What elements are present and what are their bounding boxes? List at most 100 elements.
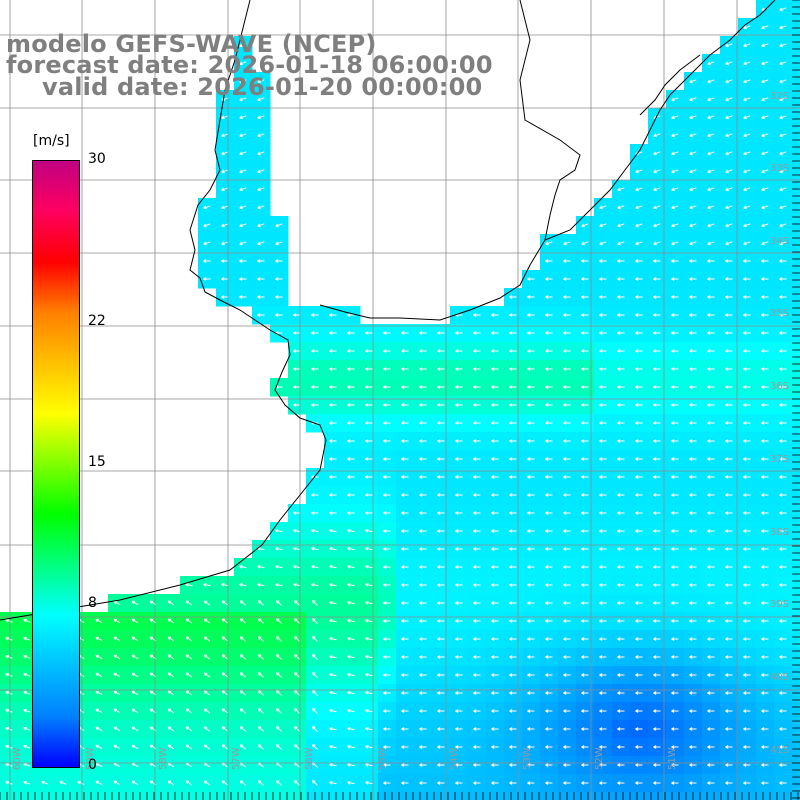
wind-arrow (131, 726, 139, 732)
wind-arrow (689, 205, 697, 210)
wind-arrow (383, 583, 391, 587)
wind-arrow (59, 780, 67, 785)
wind-arrow (581, 691, 589, 695)
wind-arrow (167, 654, 175, 660)
wind-arrow (527, 511, 535, 515)
wind-arrow (725, 529, 733, 533)
wind-arrow (581, 403, 589, 407)
wind-arrow (491, 529, 499, 533)
wind-arrow (689, 781, 697, 785)
wind-arrow (527, 565, 535, 569)
wind-arrow (491, 745, 499, 749)
wind-arrow (419, 691, 427, 695)
wind-arrow (761, 97, 769, 102)
wind-arrow (743, 223, 751, 228)
wind-arrow (437, 349, 445, 353)
wind-arrow (473, 367, 481, 371)
colorbar-tick-0: 0 (88, 757, 97, 773)
wind-arrow (707, 97, 715, 102)
wind-arrow (329, 528, 337, 533)
wind-arrow (257, 205, 265, 210)
wind-arrow (257, 79, 265, 84)
wind-arrow (383, 565, 391, 569)
lat-label-34S: 34S (770, 236, 790, 247)
wind-arrow (653, 151, 661, 156)
wind-arrow (239, 115, 247, 120)
wind-arrow (275, 528, 283, 533)
field-cell (540, 792, 559, 800)
wind-arrow (761, 277, 769, 281)
field-cell (792, 504, 800, 523)
wind-arrow (131, 708, 139, 714)
wind-arrow (221, 277, 229, 281)
wind-arrow (437, 763, 445, 767)
wind-arrow (347, 457, 355, 461)
wind-arrow (779, 169, 787, 174)
wind-arrow (617, 691, 625, 695)
wind-arrow (509, 637, 517, 641)
wind-arrow (365, 708, 373, 713)
wind-arrow (725, 745, 733, 749)
field-cell (342, 792, 361, 800)
wind-arrow (545, 727, 553, 731)
wind-arrow (617, 565, 625, 569)
wind-arrow (473, 655, 481, 659)
wind-arrow (761, 25, 769, 30)
wind-arrow (383, 547, 391, 551)
wind-arrow (95, 654, 103, 660)
wind-arrow (617, 781, 625, 785)
wind-arrow (761, 61, 769, 66)
wind-arrow (312, 780, 318, 786)
wind-arrow (689, 727, 697, 731)
wind-arrow (671, 367, 679, 371)
wind-arrow (761, 169, 769, 174)
wind-arrow (203, 744, 211, 750)
wind-arrow (347, 672, 355, 677)
wind-arrow (617, 619, 625, 623)
wind-arrow (221, 187, 229, 192)
wind-arrow (617, 727, 625, 731)
wind-arrow (401, 673, 409, 677)
wind-arrow (689, 637, 697, 641)
wind-arrow (707, 709, 715, 713)
wind-arrow (671, 151, 679, 156)
field-cell (594, 792, 613, 800)
field-cell (396, 792, 415, 800)
wind-arrow (185, 654, 193, 660)
field-cell (792, 486, 800, 505)
wind-arrow (365, 349, 373, 353)
field-cell (792, 360, 800, 379)
wind-arrow (23, 726, 31, 731)
wind-arrow (275, 672, 282, 678)
wind-arrow (329, 546, 337, 551)
wind-arrow (293, 636, 300, 642)
wind-arrow (509, 691, 517, 695)
wind-arrow (347, 511, 355, 515)
wind-arrow (635, 385, 643, 389)
wind-arrow (761, 655, 769, 659)
wind-arrow (347, 708, 355, 713)
wind-arrow (707, 601, 715, 605)
wind-arrow (617, 583, 625, 587)
wind-arrow (725, 511, 733, 515)
wind-arrow (581, 727, 589, 731)
wind-arrow (779, 367, 787, 371)
field-cell (0, 792, 19, 800)
wind-arrow (131, 600, 139, 606)
wind-arrow (257, 133, 265, 138)
wind-arrow (617, 601, 625, 605)
wind-arrow (653, 187, 661, 192)
wind-arrow (221, 636, 229, 642)
field-cell (792, 720, 800, 739)
wind-arrow (527, 439, 535, 443)
wind-arrow (437, 547, 445, 551)
wind-arrow (563, 313, 571, 317)
wind-arrow (293, 726, 300, 732)
wind-arrow (635, 583, 643, 587)
wind-arrow (725, 151, 733, 156)
wind-arrow (437, 385, 445, 389)
field-cell (792, 774, 800, 793)
wind-arrow (689, 745, 697, 749)
wind-arrow (419, 655, 427, 659)
